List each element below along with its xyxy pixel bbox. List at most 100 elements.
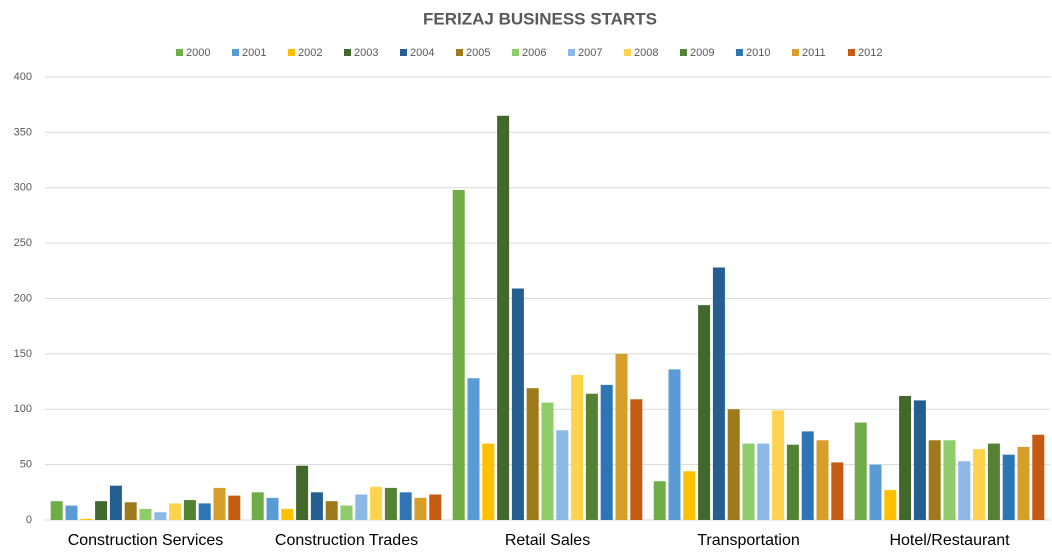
bar <box>310 492 323 520</box>
bar <box>973 449 986 520</box>
legend-swatch <box>512 49 519 56</box>
bar <box>266 497 279 520</box>
bar <box>355 494 368 520</box>
bar <box>831 462 844 520</box>
y-tick-label: 100 <box>14 403 32 415</box>
x-tick-label: Transportation <box>697 532 800 549</box>
legend-label: 2001 <box>242 47 266 59</box>
bar <box>1017 446 1030 520</box>
x-tick-label: Hotel/Restaurant <box>889 532 1010 549</box>
bar <box>414 497 427 520</box>
legend-label: 2008 <box>634 47 658 59</box>
bar <box>772 410 785 520</box>
y-tick-label: 200 <box>14 292 32 304</box>
bar <box>467 378 480 520</box>
bar <box>653 481 666 520</box>
bar <box>183 500 196 520</box>
bar <box>683 471 696 520</box>
legend-swatch <box>456 49 463 56</box>
legend-swatch <box>680 49 687 56</box>
bar <box>325 501 338 520</box>
bar <box>585 393 598 520</box>
y-tick-label: 300 <box>14 182 32 194</box>
bar <box>109 485 122 520</box>
bar <box>526 388 539 520</box>
legend-swatch <box>288 49 295 56</box>
legend-swatch <box>568 49 575 56</box>
bar <box>541 402 554 520</box>
bar <box>281 508 294 520</box>
bar <box>556 430 569 520</box>
bar <box>668 369 681 520</box>
bar <box>50 501 63 520</box>
bar <box>816 440 829 520</box>
bar <box>786 444 799 520</box>
bar <box>727 409 740 520</box>
bar <box>630 399 643 520</box>
bar <box>384 487 397 520</box>
bar <box>869 464 882 520</box>
y-tick-label: 400 <box>14 71 32 83</box>
bar <box>198 503 211 520</box>
legend-swatch <box>792 49 799 56</box>
bar <box>943 440 956 520</box>
bar <box>251 492 264 520</box>
legend-label: 2004 <box>410 47 434 59</box>
bar <box>139 508 152 520</box>
legend-label: 2011 <box>802 47 826 59</box>
bar <box>742 443 755 520</box>
y-tick-label: 250 <box>14 237 32 249</box>
x-tick-label: Construction Services <box>68 532 224 549</box>
y-tick-label: 350 <box>14 126 32 138</box>
legend-swatch <box>232 49 239 56</box>
legend-swatch <box>848 49 855 56</box>
bar <box>482 443 495 520</box>
bar <box>370 486 383 520</box>
bar <box>340 505 353 520</box>
bar <box>899 395 912 520</box>
legend-label: 2000 <box>186 47 210 59</box>
legend-swatch <box>624 49 631 56</box>
legend-swatch <box>176 49 183 56</box>
legend-label: 2006 <box>522 47 546 59</box>
bar <box>987 443 1000 520</box>
bar <box>712 267 725 520</box>
bar <box>1002 454 1015 520</box>
bar <box>913 400 926 520</box>
legend-label: 2010 <box>746 47 770 59</box>
legend-swatch <box>344 49 351 56</box>
x-tick-label: Retail Sales <box>505 532 590 549</box>
y-tick-label: 50 <box>20 459 32 471</box>
bar <box>757 443 770 520</box>
legend-label: 2007 <box>578 47 602 59</box>
bar <box>80 518 93 520</box>
chart-title: FERIZAJ BUSINESS STARTS <box>423 9 657 28</box>
legend-label: 2005 <box>466 47 490 59</box>
bar <box>854 422 867 520</box>
bar <box>95 501 108 520</box>
bar <box>600 384 613 520</box>
bar <box>213 487 226 520</box>
bar <box>429 494 442 520</box>
bar <box>928 440 941 520</box>
bar <box>511 288 524 520</box>
legend-swatch <box>736 49 743 56</box>
bar <box>884 490 897 520</box>
bar <box>169 503 182 520</box>
bar <box>1032 434 1045 520</box>
bar <box>65 505 78 520</box>
bar <box>571 374 584 520</box>
y-tick-label: 0 <box>26 514 32 526</box>
legend-label: 2002 <box>298 47 322 59</box>
bar <box>228 495 241 520</box>
bar <box>615 353 628 520</box>
bar <box>399 492 412 520</box>
bar <box>698 305 711 520</box>
legend-label: 2003 <box>354 47 378 59</box>
x-tick-label: Construction Trades <box>275 532 418 549</box>
bar <box>958 461 971 520</box>
y-tick-label: 150 <box>14 348 32 360</box>
bar <box>801 431 814 520</box>
bar <box>497 115 510 520</box>
legend-label: 2009 <box>690 47 714 59</box>
